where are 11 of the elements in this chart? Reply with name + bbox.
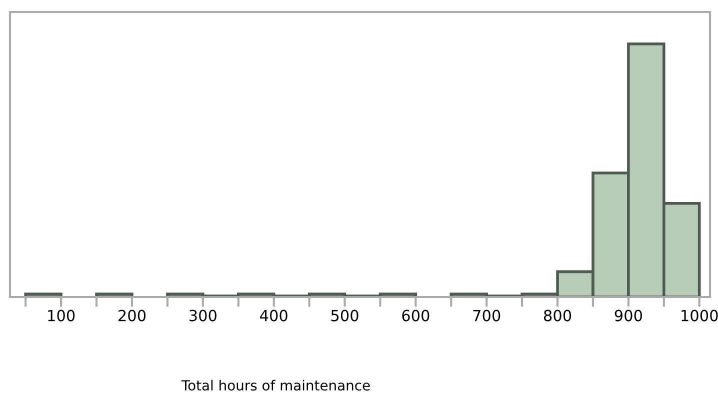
x-axis-title: Total hours of maintenance	[181, 380, 370, 391]
x-tick-label: 800	[544, 310, 572, 322]
x-tick-label: 700	[473, 310, 500, 322]
x-tick-label: 900	[614, 310, 642, 322]
x-tick-label: 100	[48, 310, 75, 322]
x-tick-label: 200	[118, 310, 146, 322]
x-tick-label: 400	[260, 310, 288, 322]
x-tick-label: 300	[189, 310, 216, 322]
x-tick-label: 500	[331, 310, 358, 322]
x-tick-label: 600	[402, 310, 430, 322]
x-tick-label: 1000	[682, 310, 718, 322]
